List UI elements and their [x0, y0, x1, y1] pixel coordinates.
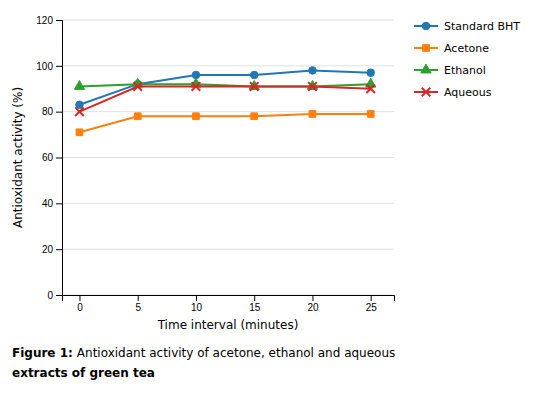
y-tick-mark — [56, 203, 62, 204]
point — [250, 71, 258, 79]
y-tick: 20 — [42, 244, 62, 255]
legend-marker — [422, 22, 430, 30]
y-tick: 60 — [42, 152, 62, 163]
x-axis-line — [63, 296, 395, 302]
legend-item: Ethanol — [414, 64, 486, 77]
y-tick: 120 — [36, 15, 62, 26]
y-tick-label: 80 — [42, 106, 54, 117]
y-tick-mark — [56, 158, 62, 159]
series-line — [79, 86, 370, 111]
y-tick-label: 0 — [47, 290, 53, 301]
x-axis-title: Time interval (minutes) — [157, 318, 299, 332]
series — [75, 82, 375, 116]
x-tick-mark — [371, 295, 372, 301]
point — [76, 129, 83, 136]
legend-label: Standard BHT — [444, 20, 520, 33]
point — [193, 113, 200, 120]
x-tick: 5 — [135, 295, 141, 313]
x-tick: 20 — [307, 295, 319, 313]
y-tick-label: 60 — [42, 152, 54, 163]
legend-marker — [421, 64, 431, 73]
x-tick-mark — [138, 295, 139, 301]
x-tick: 25 — [366, 295, 378, 313]
x-tick-mark — [79, 295, 80, 301]
x-tick: 15 — [249, 295, 261, 313]
y-tick-label: 40 — [42, 198, 54, 209]
caption-text: extracts of green tea — [12, 366, 155, 380]
legend-item: Standard BHT — [414, 20, 520, 33]
y-tick-mark — [56, 249, 62, 250]
point — [74, 81, 84, 90]
series-line — [79, 114, 370, 132]
point — [76, 101, 84, 109]
x-tick-label: 5 — [135, 302, 141, 313]
x-axis: 0 5 10 15 20 25 — [63, 295, 395, 313]
y-tick-mark — [56, 20, 62, 21]
y-tick-mark — [56, 66, 62, 67]
grid-line — [62, 111, 394, 112]
legend-marker — [422, 88, 431, 97]
x-tick-mark — [312, 295, 313, 301]
legend-label: Ethanol — [444, 64, 486, 77]
grid-line — [62, 249, 394, 250]
y-axis-line — [56, 21, 63, 296]
y-tick: 40 — [42, 198, 62, 209]
y-tick-mark — [56, 112, 62, 113]
chart: 0 5 10 15 20 25 0 20 40 60 80 100 120 Time interval (… — [0, 0, 534, 405]
caption-line: Figure 1: Antioxidant activity of acetone… — [12, 346, 395, 360]
x-tick-label: 10 — [191, 302, 203, 313]
point — [251, 113, 258, 120]
x-tick-label: 25 — [366, 302, 378, 313]
grid — [62, 20, 394, 295]
legend-marker — [423, 45, 430, 52]
point — [134, 113, 141, 120]
legend-label: Aqueous — [444, 86, 492, 99]
point — [309, 111, 316, 118]
point — [309, 67, 317, 75]
caption-text: Antioxidant activity of acetone, ethanol… — [77, 346, 395, 360]
grid-line — [62, 203, 394, 204]
series — [76, 111, 374, 136]
point — [192, 82, 201, 91]
point — [367, 111, 374, 118]
plot-area: 0 5 10 15 20 25 0 20 40 60 80 100 120 Time interval (… — [11, 15, 395, 332]
grid-line — [62, 65, 394, 66]
x-tick-label: 0 — [77, 302, 83, 313]
point — [250, 82, 259, 91]
y-tick-label: 20 — [42, 244, 54, 255]
marks — [74, 67, 375, 136]
legend-label: Acetone — [444, 42, 489, 55]
legend-item: Acetone — [414, 42, 489, 55]
grid-line — [62, 20, 394, 21]
y-tick: 0 — [47, 290, 62, 301]
y-tick: 80 — [42, 106, 62, 117]
point — [308, 82, 317, 91]
x-tick: 0 — [77, 295, 83, 313]
point — [367, 69, 375, 77]
legend-item: Aqueous — [414, 86, 492, 99]
y-tick-label: 100 — [36, 61, 53, 72]
point — [366, 84, 375, 93]
point — [133, 82, 142, 91]
x-tick-label: 15 — [249, 302, 261, 313]
x-tick: 10 — [191, 295, 203, 313]
grid-line — [62, 157, 394, 158]
caption: Figure 1: Antioxidant activity of acetone… — [12, 346, 395, 380]
caption-text: Figure 1: — [12, 346, 73, 360]
x-tick-mark — [254, 295, 255, 301]
legend: Standard BHT Acetone Ethanol Aqueous — [414, 20, 520, 99]
y-tick-mark — [56, 295, 62, 296]
x-tick-label: 20 — [307, 302, 319, 313]
y-axis-title: Antioxidant activity (%) — [11, 87, 25, 228]
y-tick: 100 — [36, 61, 62, 72]
x-tick-mark — [196, 295, 197, 301]
y-axis: 0 20 40 60 80 100 120 — [36, 15, 62, 301]
y-tick-label: 120 — [36, 15, 53, 26]
point — [75, 107, 84, 116]
